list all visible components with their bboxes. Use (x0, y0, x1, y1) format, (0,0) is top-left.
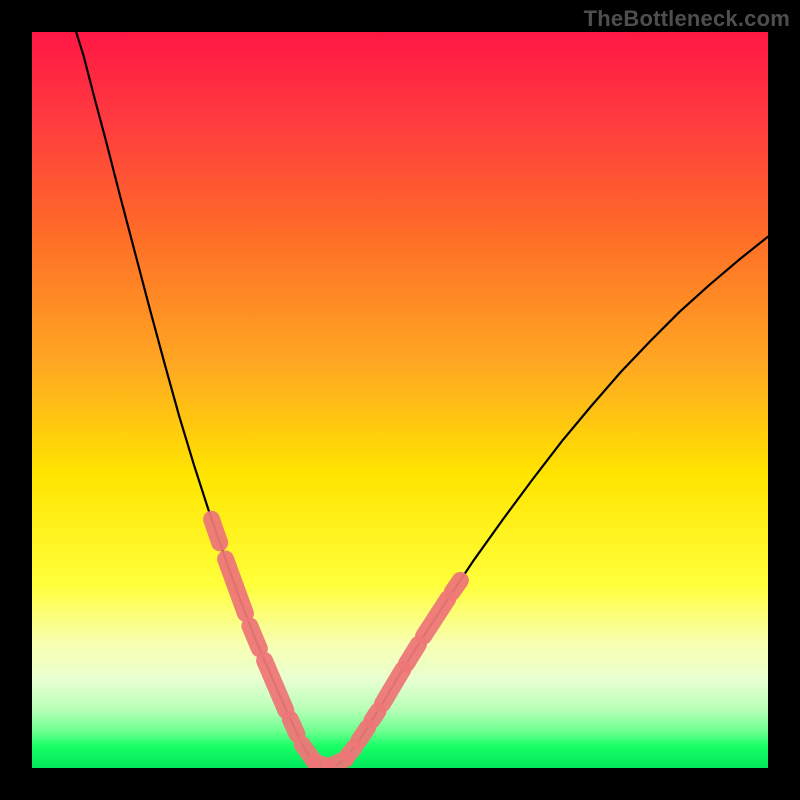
marker-capsule (359, 728, 368, 741)
marker-capsule (212, 519, 220, 543)
bottleneck-curve (76, 32, 768, 767)
watermark-text: TheBottleneck.com (584, 6, 790, 32)
marker-capsule (452, 580, 460, 592)
marker-capsule (265, 661, 286, 711)
marker-capsule (250, 626, 260, 649)
plot-area (32, 32, 768, 768)
marker-capsule (382, 669, 403, 704)
marker-capsule (290, 719, 297, 734)
marker-capsule (424, 599, 448, 637)
chart-svg (32, 32, 768, 768)
marker-capsule (348, 747, 354, 754)
marker-capsule (372, 711, 378, 720)
marker-capsule (407, 644, 419, 663)
marker-capsule (226, 559, 246, 613)
